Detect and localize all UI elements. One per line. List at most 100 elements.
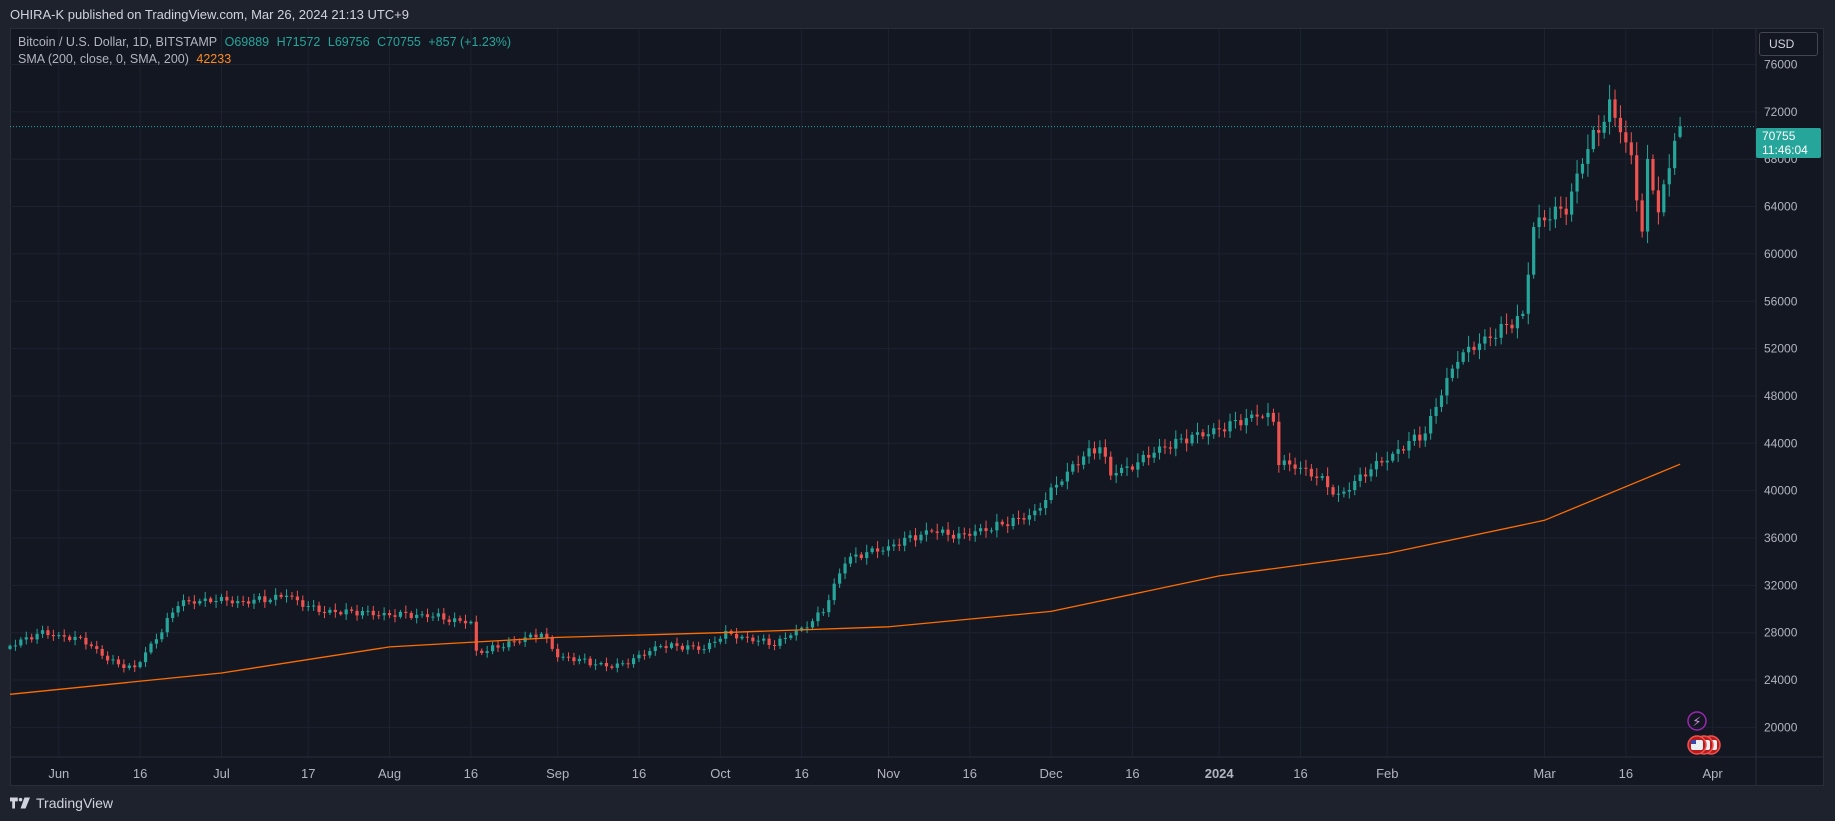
candle-body: [577, 658, 581, 662]
candle-body: [1027, 515, 1032, 520]
candle-body: [1553, 206, 1557, 220]
x-tick-label: 16: [632, 766, 646, 781]
x-tick-label: 16: [1125, 766, 1139, 781]
candle-body: [1163, 446, 1167, 448]
candle-body: [1157, 446, 1162, 453]
legend-close: C70755: [377, 35, 421, 49]
candle-body: [680, 645, 684, 650]
candle-body: [1206, 434, 1210, 437]
legend-sma-label[interactable]: SMA (200, close, 0, SMA, 200): [18, 52, 189, 66]
candle-body: [1260, 416, 1265, 418]
candle-body: [1087, 448, 1091, 457]
candle-body: [317, 605, 321, 612]
candle-body: [539, 633, 543, 638]
candle-body: [686, 645, 690, 650]
candle-body: [588, 658, 592, 666]
candle-body: [19, 639, 23, 646]
legend-symbol[interactable]: Bitcoin / U.S. Dollar, 1D, BITSTAMP: [18, 35, 218, 49]
candle-body: [328, 609, 332, 613]
candle-body: [1315, 476, 1319, 478]
candle-body: [312, 605, 316, 607]
candle-body: [133, 665, 137, 668]
y-tick-label: 52000: [1764, 342, 1798, 356]
candle-body: [490, 645, 495, 652]
candle-body: [160, 632, 164, 640]
candle-body: [1477, 343, 1482, 350]
candle-body: [203, 598, 207, 602]
candle-body: [957, 533, 961, 539]
candle-body: [116, 659, 121, 665]
candle-body: [979, 528, 983, 532]
candle-body: [962, 533, 966, 535]
candle-body: [1374, 460, 1379, 470]
candle-body: [892, 544, 896, 547]
candle-body: [100, 648, 104, 656]
candle-body: [1423, 433, 1427, 441]
candle-body: [143, 652, 148, 663]
x-tick-label: 16: [464, 766, 478, 781]
candle-body: [1244, 418, 1248, 426]
candle-body: [827, 600, 831, 613]
candle-body: [1618, 117, 1623, 133]
candle-body: [1152, 452, 1156, 458]
candle-body: [545, 633, 549, 639]
candle-body: [1645, 158, 1650, 232]
candle-body: [268, 599, 272, 603]
candle-body: [528, 634, 533, 638]
candle-body: [1467, 346, 1471, 353]
y-tick-label: 72000: [1764, 105, 1798, 119]
candle-body: [398, 611, 403, 617]
candle-body: [1038, 508, 1042, 511]
candle-body: [1363, 474, 1368, 477]
candle-body: [550, 638, 554, 649]
currency-selector[interactable]: USD: [1759, 32, 1818, 56]
candle-body: [767, 638, 771, 646]
candle-body: [480, 650, 484, 653]
last-price-value: 70755: [1762, 129, 1796, 143]
candle-body: [225, 596, 229, 601]
candle-body: [501, 647, 506, 649]
candle-body: [675, 643, 679, 646]
candle-body: [1347, 490, 1351, 492]
lightning-glyph-icon: ⚡: [1692, 715, 1701, 730]
y-tick-label: 24000: [1764, 673, 1798, 687]
candle-body: [1092, 448, 1097, 454]
candle-body: [409, 612, 413, 618]
candle-body: [1445, 377, 1449, 396]
candle-body: [1385, 460, 1389, 463]
candle-body: [1141, 454, 1145, 463]
candle-body: [594, 664, 598, 666]
x-tick-label: 17: [301, 766, 315, 781]
candle-body: [458, 618, 462, 621]
candle-body: [1119, 467, 1124, 474]
candle-body: [697, 646, 701, 650]
candle-body: [485, 651, 489, 653]
y-tick-label: 44000: [1764, 436, 1798, 450]
candle-body: [556, 648, 560, 658]
candle-body: [1331, 487, 1335, 495]
candle-body: [1586, 149, 1590, 164]
footer-brand[interactable]: TradingView: [10, 795, 113, 811]
candle-body: [366, 610, 370, 612]
candle-body: [415, 614, 419, 618]
candle-body: [387, 613, 392, 616]
candle-body: [805, 627, 809, 629]
candle-body: [241, 601, 245, 603]
candle-body: [1396, 449, 1400, 454]
candle-body: [751, 637, 755, 642]
candle-body: [469, 621, 473, 624]
x-tick-label: Feb: [1376, 766, 1398, 781]
candle-body: [1082, 456, 1086, 465]
candle-body: [968, 533, 972, 536]
candle-body: [1499, 324, 1503, 338]
candle-body: [1217, 428, 1221, 430]
candle-body: [848, 556, 853, 564]
candle-body: [561, 656, 565, 658]
us-flag-canton-icon: [1691, 740, 1696, 744]
x-tick-label: Mar: [1533, 766, 1556, 781]
candle-body: [512, 641, 516, 643]
candle-body: [941, 529, 945, 533]
candle-body: [615, 663, 619, 668]
candle-body: [1515, 316, 1520, 329]
